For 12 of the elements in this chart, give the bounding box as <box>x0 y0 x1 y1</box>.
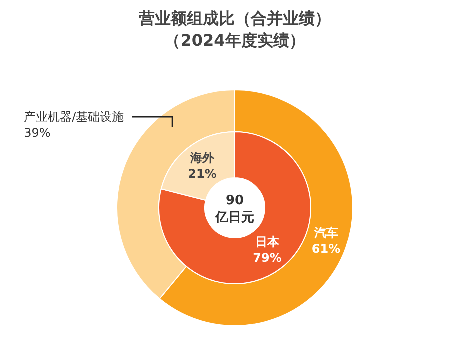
slice-label: 日本 <box>255 234 280 249</box>
data-label: 21% <box>188 167 217 182</box>
data-label: 39% <box>24 126 51 140</box>
data-label: 61% <box>312 242 341 256</box>
slice-label: 汽车 <box>313 226 338 240</box>
data-label: 79% <box>253 250 282 265</box>
chart-title: 营业额组成比（合并业绩） <box>138 9 331 28</box>
text: 90 <box>226 194 244 208</box>
slice-label: 海外 <box>190 151 216 166</box>
slice-label: 产业机器/基础设施 <box>24 110 124 124</box>
chart-subtitle: （2024年度实绩） <box>164 31 306 50</box>
text: 亿日元 <box>214 210 254 226</box>
